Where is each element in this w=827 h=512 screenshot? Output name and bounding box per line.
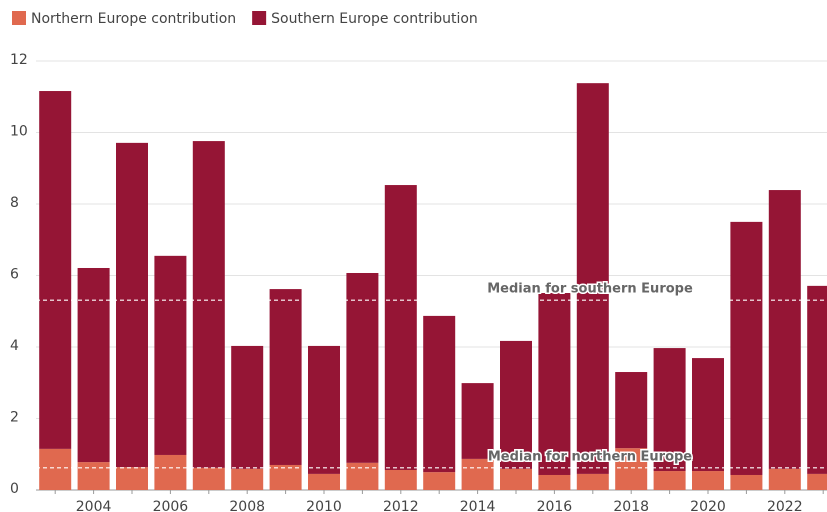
bar-segment [192,467,225,490]
bar-segment [384,185,417,470]
y-tick-label: 8 [10,195,19,211]
bar-segment [39,91,72,449]
y-tick-label: 10 [10,124,28,140]
bar-segment [692,358,724,472]
bar-segment [423,472,456,490]
bar-segment [346,272,379,463]
bar-segment [653,348,686,472]
bar-segment [346,462,379,490]
bar-segment [768,190,801,469]
legend-swatch [252,11,267,25]
y-tick-label: 12 [10,52,28,68]
legend-label: Northern Europe contribution [31,11,236,27]
bar-segment [269,464,302,490]
y-tick-label: 0 [10,481,19,497]
bar-segment [423,315,456,473]
x-tick-label: 2020 [690,499,726,512]
x-tick-label: 2006 [153,499,189,512]
bar-segment [154,255,187,455]
x-tick-label: 2012 [383,499,419,512]
bar-segment [77,462,110,490]
y-tick-label: 4 [10,338,19,354]
bar-segment [500,340,532,469]
bar-segment [730,221,763,475]
bar-segment [77,267,110,463]
annotation: Median for northern Europe [488,449,692,464]
bar-segment [538,293,571,475]
bar-segment [308,473,340,490]
bar-segment [192,141,225,468]
bar-segment [500,468,532,490]
bar-segment [807,473,827,490]
x-tick-label: 2010 [306,499,342,512]
x-tick-label: 2014 [460,499,496,512]
x-tick-label: 2022 [767,499,803,512]
bar-segment [461,458,494,490]
x-tick-label: 2018 [613,499,649,512]
bar-segment [384,469,417,490]
bar-segment [576,473,609,490]
bar-segment [116,467,148,490]
bar-segment [308,345,340,474]
bar-segment [653,471,686,490]
y-tick-label: 6 [10,267,19,283]
bars [39,83,827,490]
x-tick-label: 2008 [229,499,265,512]
bar-segment [576,83,609,474]
x-tick-label: 2016 [537,499,573,512]
legend: Northern Europe contribution Southern Eur… [12,11,478,27]
bar-segment [116,142,148,468]
bar-segment [269,289,302,465]
bar-segment [231,468,264,490]
bar-segment [730,474,763,490]
bar-segment [692,471,724,490]
bar-segment [615,372,648,449]
bar-segment [615,448,648,490]
legend-swatch [12,11,26,25]
y-tick-label: 2 [10,410,19,426]
legend-label: Southern Europe contribution [271,11,478,27]
bar-segment [231,345,264,469]
bar-segment [154,454,187,490]
bar-segment [768,468,801,490]
annotation: Median for southern Europe [487,282,693,297]
bar-segment [807,285,827,474]
bar-segment [461,383,494,459]
bar-segment [538,474,571,490]
bar-segment [39,448,72,490]
x-tick-label: 2004 [76,499,112,512]
